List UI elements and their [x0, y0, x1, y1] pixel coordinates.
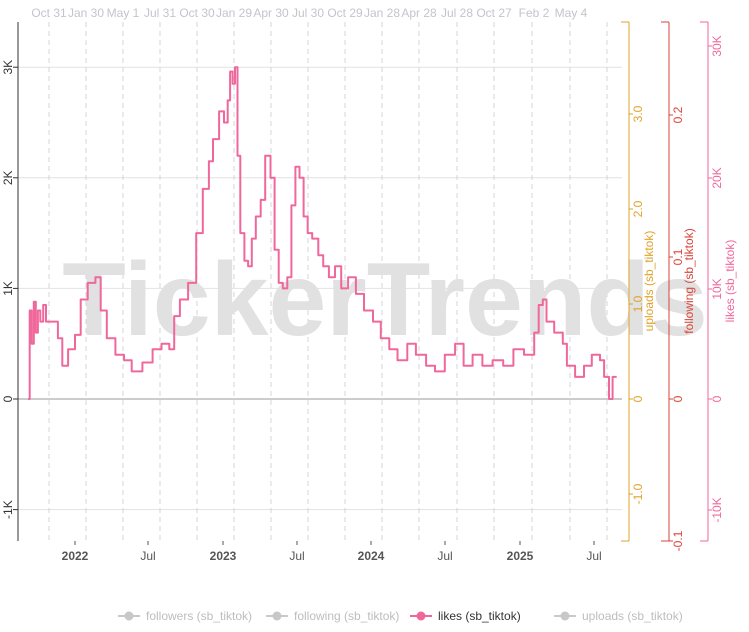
following-tick-label: 0 [671, 395, 685, 402]
x-top-tick-label: Apr 28 [401, 6, 437, 20]
x-top-tick-label: Jul 31 [144, 6, 176, 20]
legend-label: followers (sb_tiktok) [146, 609, 252, 623]
x-bottom-tick-label: Jul [140, 549, 155, 563]
x-top-tick-label: Oct 30 [179, 6, 215, 20]
x-top-tick-label: Oct 31 [31, 6, 67, 20]
grid [18, 22, 622, 541]
uploads-tick-label: -1.0 [631, 483, 645, 504]
uploads-tick-label: 1.0 [631, 295, 645, 312]
y-left-tick-label: 0 [1, 395, 15, 402]
series-layer [28, 66, 617, 400]
following-tick-label: 0.2 [671, 106, 685, 123]
likes-series-line [28, 66, 617, 400]
x-bottom-tick-label: Jul [437, 549, 452, 563]
x-top-tick-label: May 1 [107, 6, 140, 20]
following-axis-title: following (sb_tiktok) [682, 228, 696, 333]
x-bottom-tick-label: 2025 [507, 549, 534, 563]
legend-swatch-marker [560, 611, 570, 621]
watermark: TickerTrends [62, 242, 708, 358]
legend-label: following (sb_tiktok) [294, 609, 399, 623]
likes-tick-label: 30K [710, 35, 724, 56]
y-left-tick-label: 1K [1, 281, 15, 296]
uploads-tick-label: 0 [631, 395, 645, 402]
x-bottom-tick-label: 2024 [358, 549, 385, 563]
x-top-tick-label: Apr 30 [253, 6, 289, 20]
y-left-tick-label: 2K [1, 170, 15, 185]
x-bottom-tick-label: 2023 [210, 549, 237, 563]
likes-tick-label: 10K [710, 278, 724, 299]
legend-label: uploads (sb_tiktok) [582, 609, 683, 623]
following-tick-label: 0.1 [671, 248, 685, 265]
legend-item[interactable]: likes (sb_tiktok) [410, 609, 521, 623]
y-left-tick-label: 3K [1, 60, 15, 75]
legend-item[interactable]: uploads (sb_tiktok) [554, 609, 683, 623]
legend-item[interactable]: followers (sb_tiktok) [118, 609, 252, 623]
x-top-tick-label: Jul 30 [292, 6, 324, 20]
following-tick-label: -0.1 [671, 530, 685, 551]
x-top-tick-label: Jan 30 [68, 6, 104, 20]
legend-label: likes (sb_tiktok) [438, 609, 521, 623]
likes-tick-label: 20K [710, 167, 724, 188]
legend-swatch-marker [124, 611, 134, 621]
legend-swatch-marker [272, 611, 282, 621]
uploads-tick-label: 3.0 [631, 105, 645, 122]
x-top-tick-label: Oct 27 [476, 6, 512, 20]
likes-axis-title: likes (sb_tiktok) [723, 240, 737, 323]
x-top-tick-label: Oct 29 [327, 6, 363, 20]
legend-swatch-marker [416, 611, 426, 621]
x-bottom-tick-label: 2022 [62, 549, 89, 563]
uploads-axis-title: uploads (sb_tiktok) [642, 231, 656, 332]
x-top-tick-label: May 4 [555, 6, 588, 20]
legend[interactable]: followers (sb_tiktok) following (sb_tikto… [118, 609, 683, 623]
likes-tick-label: -10K [710, 497, 724, 522]
x-bottom-tick-label: Jul [289, 549, 304, 563]
x-bottom-tick-label: Jul [586, 549, 601, 563]
x-top-tick-label: Jan 29 [216, 6, 252, 20]
legend-item[interactable]: following (sb_tiktok) [266, 609, 399, 623]
likes-tick-label: 0 [710, 395, 724, 402]
y-left-tick-label: -1K [1, 500, 15, 519]
x-top-tick-label: Feb 2 [519, 6, 550, 20]
x-top-tick-label: Jul 28 [441, 6, 473, 20]
x-top-tick-label: Jan 28 [364, 6, 400, 20]
uploads-tick-label: 2.0 [631, 200, 645, 217]
